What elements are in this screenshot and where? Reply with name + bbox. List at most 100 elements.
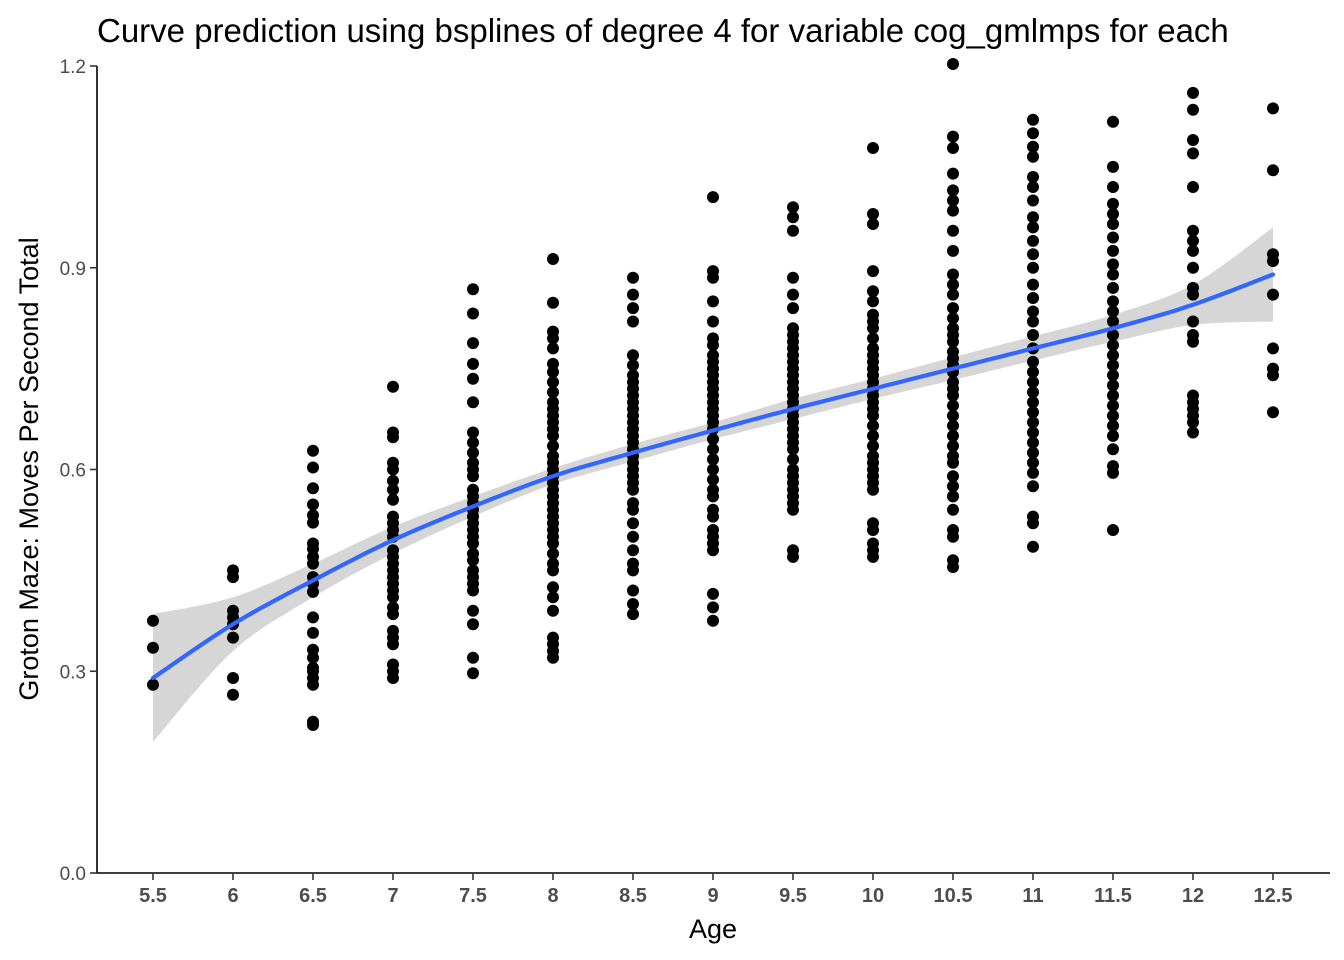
data-point: [1107, 389, 1119, 402]
data-point: [467, 396, 479, 409]
data-point: [1107, 160, 1119, 173]
data-point: [467, 470, 479, 483]
data-point: [1027, 181, 1039, 193]
y-axis-title: Groton Maze: Moves Per Second Total: [14, 237, 44, 700]
data-point: [867, 483, 879, 496]
data-point: [1027, 150, 1039, 163]
data-point: [787, 302, 799, 315]
data-point: [867, 550, 879, 563]
data-point: [867, 265, 879, 278]
data-point: [227, 688, 239, 701]
x-tick-label: 10: [862, 885, 884, 907]
data-point: [227, 631, 239, 644]
data-point: [1107, 419, 1119, 432]
data-point: [1107, 443, 1119, 456]
data-point: [1107, 231, 1119, 244]
fit-line: [150, 272, 1276, 681]
data-point: [1267, 255, 1279, 267]
data-point: [1027, 113, 1039, 126]
data-point: [627, 544, 639, 557]
data-point: [1027, 466, 1039, 479]
data-point: [307, 557, 319, 570]
data-point: [1027, 456, 1039, 469]
data-point: [867, 524, 879, 536]
data-point: [1027, 329, 1039, 341]
data-point: [547, 332, 559, 345]
data-point: [1027, 248, 1039, 261]
data-point: [787, 453, 799, 466]
data-point: [707, 490, 719, 503]
data-point: [707, 315, 719, 328]
y-tick-label: 0.6: [60, 461, 86, 482]
data-point: [1027, 406, 1039, 419]
data-point: [867, 142, 879, 154]
data-point: [787, 224, 799, 237]
data-point: [227, 672, 239, 684]
data-point: [1027, 278, 1039, 291]
data-point: [467, 372, 479, 385]
data-point: [467, 667, 479, 680]
data-point: [307, 482, 319, 495]
data-point: [627, 302, 639, 315]
data-point: [1027, 540, 1039, 553]
data-point: [547, 342, 559, 355]
data-point: [1027, 436, 1039, 449]
data-point: [867, 322, 879, 335]
data-point: [707, 443, 719, 456]
data-point: [627, 349, 639, 362]
data-point: [947, 440, 959, 452]
data-point: [1027, 221, 1039, 234]
data-point: [467, 537, 479, 550]
data-point: [947, 184, 959, 197]
data-point: [787, 288, 799, 301]
data-point: [1267, 102, 1279, 115]
data-point: [1187, 426, 1199, 439]
x-axis-ticks: 5.5 6 6.5 7 7.5 8 8.5 9 9.5 10 10.5 11 11.5 12 12.5: [139, 873, 1292, 907]
plot-area: [147, 58, 1279, 742]
y-tick-label: 0.0: [60, 864, 86, 885]
x-tick-label: 6.5: [299, 885, 327, 907]
data-point: [947, 278, 959, 291]
data-point: [627, 530, 639, 543]
data-point: [627, 598, 639, 610]
data-point: [707, 601, 719, 614]
data-point: [387, 474, 399, 487]
data-point: [707, 587, 719, 600]
data-point: [1027, 446, 1039, 459]
data-point: [947, 302, 959, 315]
data-point: [947, 288, 959, 301]
data-point: [867, 440, 879, 452]
data-point: [387, 591, 399, 604]
data-point: [867, 285, 879, 298]
data-point: [707, 295, 719, 308]
data-point: [787, 550, 799, 563]
x-tick-label: 12.5: [1254, 885, 1293, 907]
data-point: [1107, 349, 1119, 362]
x-axis-title: Age: [689, 914, 737, 944]
data-point: [1107, 258, 1119, 271]
data-point: [1267, 369, 1279, 382]
data-point: [467, 584, 479, 597]
data-point: [1107, 218, 1119, 230]
data-point: [1027, 426, 1039, 439]
data-point: [387, 608, 399, 621]
data-point: [387, 483, 399, 496]
data-point: [467, 357, 479, 370]
data-point: [547, 376, 559, 389]
data-point: [1107, 369, 1119, 382]
data-point: [1107, 315, 1119, 328]
data-point: [547, 547, 559, 560]
data-point: [867, 208, 879, 220]
points-layer: [147, 58, 1279, 731]
data-point: [1107, 305, 1119, 318]
data-point: [707, 271, 719, 284]
data-point: [1107, 197, 1119, 210]
x-tick-label: 5.5: [139, 885, 167, 907]
data-point: [1187, 416, 1199, 429]
data-point: [1107, 466, 1119, 479]
data-point: [707, 339, 719, 352]
data-point: [947, 224, 959, 237]
data-point: [387, 493, 399, 506]
data-point: [627, 288, 639, 301]
data-point: [467, 651, 479, 664]
